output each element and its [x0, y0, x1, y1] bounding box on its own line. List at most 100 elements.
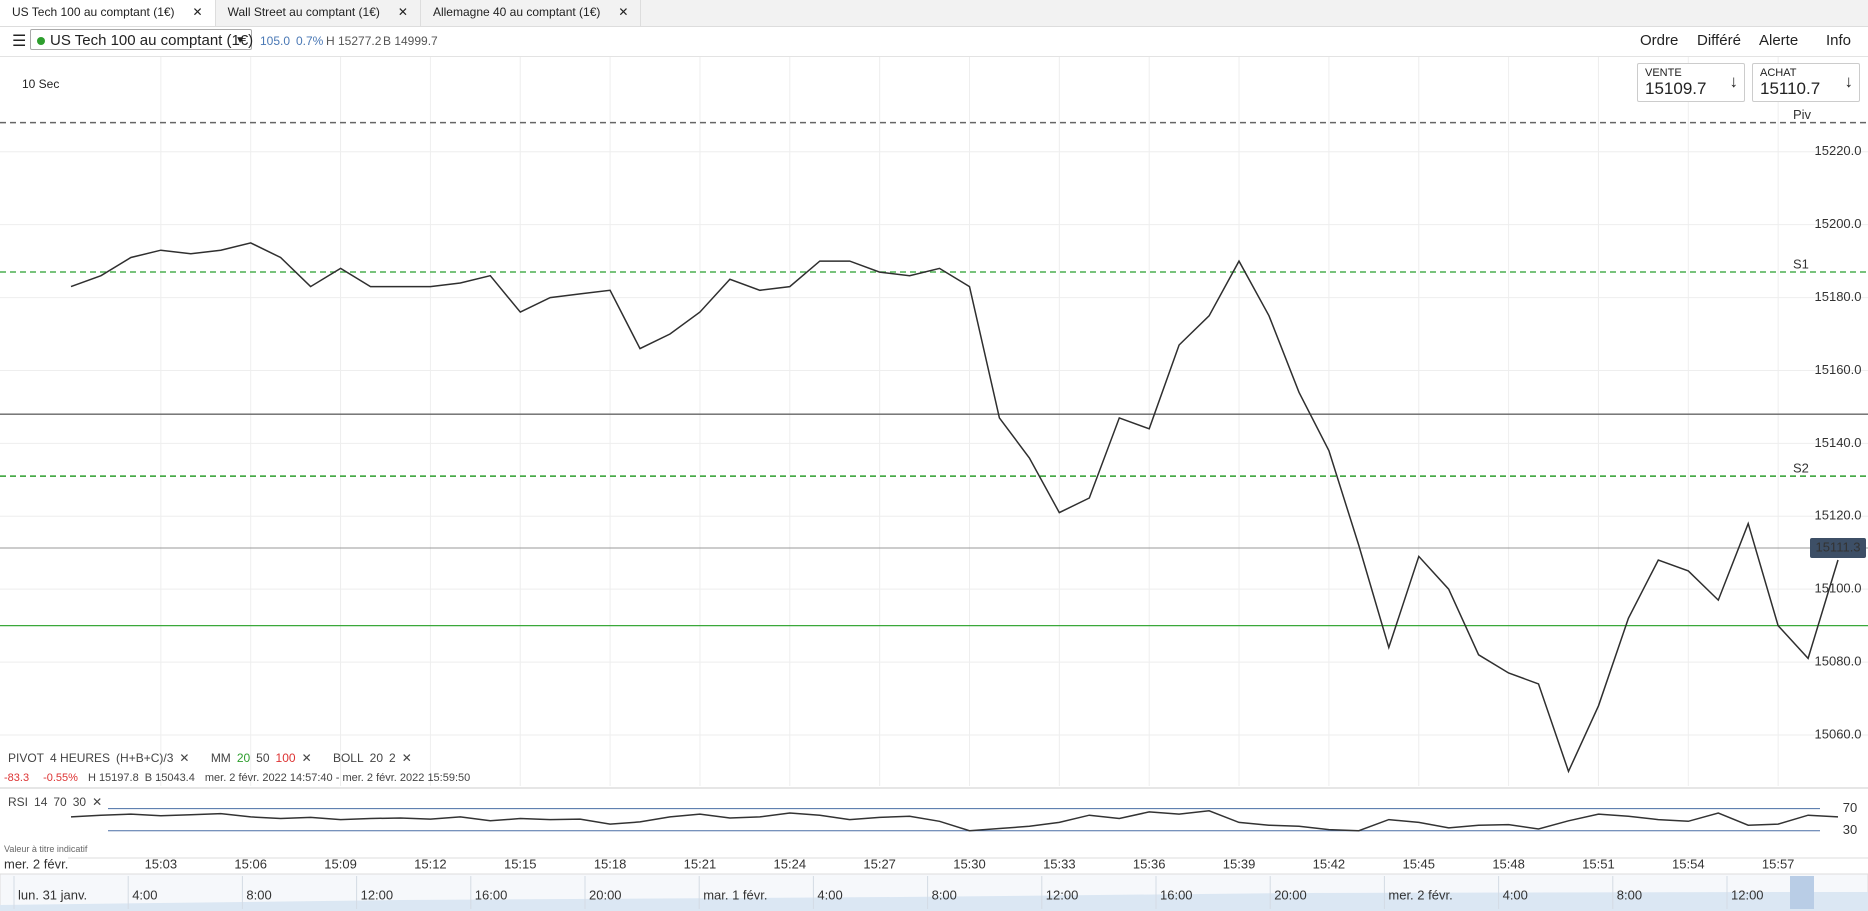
action[interactable]: Ordre: [1640, 32, 1679, 49]
instrument: US Tech 100 au comptant (1€): [50, 32, 254, 49]
menu-icon[interactable]: ☰: [12, 33, 27, 50]
high: H 15277.2: [326, 34, 382, 48]
close[interactable]: ✕: [397, 5, 408, 19]
nav-label: 20:00: [589, 887, 622, 902]
x-tick-label: 15:57: [1762, 856, 1795, 871]
rsi: 14: [34, 795, 48, 809]
rsi: RSI: [8, 795, 29, 809]
boll: 20: [369, 751, 384, 765]
boll: BOLL: [332, 751, 364, 765]
quote-label: ACHAT: [1760, 67, 1797, 79]
tab[interactable]: Allemagne 40 au comptant (1€) ✕: [421, 0, 642, 26]
mm: MM: [210, 751, 231, 765]
navigator-area: [0, 892, 1868, 911]
last-price-label: 15111.3: [1815, 539, 1860, 554]
nav-label: lun. 31 janv.: [18, 887, 87, 902]
x-tick-label: 15:09: [324, 856, 357, 871]
x-tick-label: 15:15: [504, 856, 537, 871]
nav-label: 4:00: [817, 887, 842, 902]
close[interactable]: ✕: [192, 5, 203, 19]
tab[interactable]: Wall Street au comptant (1€) ✕: [216, 0, 421, 26]
y-tick-label: 15120.0: [1815, 508, 1862, 523]
y-tick-label: 15100.0: [1815, 581, 1862, 596]
nav-label: 16:00: [475, 887, 508, 902]
indicator-legend: PIVOT 4 HEURES (H+B+C)/3 ✕ MM 20 50 100 ✕ BOLL 2…: [8, 751, 412, 765]
stat: H 15197.8: [87, 772, 139, 784]
low: B 14999.7: [383, 34, 438, 48]
close[interactable]: ✕: [618, 5, 629, 19]
mm: 50: [256, 751, 270, 765]
nav-label: 12:00: [361, 887, 394, 902]
price-line: [70, 810, 1839, 832]
x-tick-label: 15:21: [684, 856, 717, 871]
pivot-label: Piv: [1793, 107, 1812, 122]
last-price-box: [1810, 537, 1866, 558]
action[interactable]: Alerte: [1759, 32, 1799, 49]
boll: 2: [389, 751, 396, 765]
interval[interactable]: 10 Sec: [22, 77, 60, 91]
change-pct: 0.7%: [296, 34, 324, 48]
x-tick-label: 15:18: [594, 856, 627, 871]
stats: -83.3 -0.55% H 15197.8 B 15043.4 mer. 2 févr…: [4, 772, 476, 784]
x-tick-label: 15:51: [1582, 856, 1615, 871]
y-tick-label: 15080.0: [1815, 654, 1862, 669]
mm: 20: [236, 751, 251, 765]
instrument-select[interactable]: US Tech 100 au comptant (1€) ▼: [30, 29, 254, 50]
price-line: [70, 242, 1839, 774]
mm: 100: [275, 751, 296, 765]
tab-bar: US Tech 100 au comptant (1€) ✕ Wall Stree…: [0, 0, 1868, 27]
rsi: 70: [53, 795, 67, 809]
action[interactable]: Différé: [1697, 32, 1741, 49]
nav-label: 16:00: [1160, 887, 1193, 902]
rsi-tick-label: 70: [1843, 800, 1857, 815]
quote-label: VENTE: [1645, 67, 1682, 79]
x-tick-label: 15:30: [953, 856, 986, 871]
nav-label: 8:00: [1617, 887, 1642, 902]
tab[interactable]: US Tech 100 au comptant (1€) ✕: [0, 0, 216, 26]
y-tick-label: 15160.0: [1815, 362, 1862, 377]
nav-label: 8:00: [246, 887, 271, 902]
change: 105.0: [260, 34, 291, 48]
quote-price: 15110.7: [1760, 79, 1821, 98]
y-tick-label: 15060.0: [1815, 726, 1862, 741]
nav-label: 4:00: [132, 887, 157, 902]
pivot: 4 HEURES: [50, 751, 111, 765]
nav-label: 12:00: [1731, 887, 1764, 902]
x-tick-label: 15:24: [774, 856, 807, 871]
action[interactable]: Info: [1826, 32, 1852, 49]
nav-label: mar. 1 févr.: [703, 887, 767, 902]
rsi: 30: [72, 795, 87, 809]
stat: mer. 2 févr. 2022 14:57:40 - mer. 2 févr…: [204, 772, 471, 784]
disclaimer: Valeur à titre indicatif: [4, 844, 88, 854]
buy-box[interactable]: ACHAT 15110.7 ↓: [1752, 63, 1860, 102]
date-bg: [0, 857, 68, 873]
quote-price: 15109.7: [1645, 79, 1707, 98]
stat: -83.3: [4, 772, 30, 784]
pivot-label: S1: [1793, 256, 1809, 271]
x-tick-label: 15:03: [145, 856, 178, 871]
x-date-label: mer. 2 févr.: [4, 856, 68, 871]
x-tick-label: 15:54: [1672, 856, 1705, 871]
tab-label: Allemagne 40 au comptant (1€): [432, 5, 601, 19]
nav-label: 4:00: [1503, 887, 1528, 902]
pivot: (H+B+C)/3: [116, 751, 174, 765]
x-tick-label: 15:33: [1043, 856, 1076, 871]
y-tick-label: 15200.0: [1815, 216, 1862, 231]
navigator-window: [1790, 876, 1814, 909]
x-tick-label: 15:42: [1313, 856, 1346, 871]
tab-label: US Tech 100 au comptant (1€): [12, 5, 175, 19]
tab-label: Wall Street au comptant (1€): [227, 5, 380, 19]
y-tick-label: 15140.0: [1815, 435, 1862, 450]
x-tick-label: 15:39: [1223, 856, 1256, 871]
rsi-tick-label: 30: [1843, 822, 1857, 837]
x-tick-label: 15:45: [1402, 856, 1435, 871]
x-tick-label: 15:06: [234, 856, 267, 871]
x-tick-label: 15:36: [1133, 856, 1166, 871]
sell-box[interactable]: VENTE 15109.7 ↓: [1637, 63, 1745, 102]
x-tick-label: 15:27: [863, 856, 896, 871]
nav-label: mer. 2 févr.: [1388, 887, 1452, 902]
